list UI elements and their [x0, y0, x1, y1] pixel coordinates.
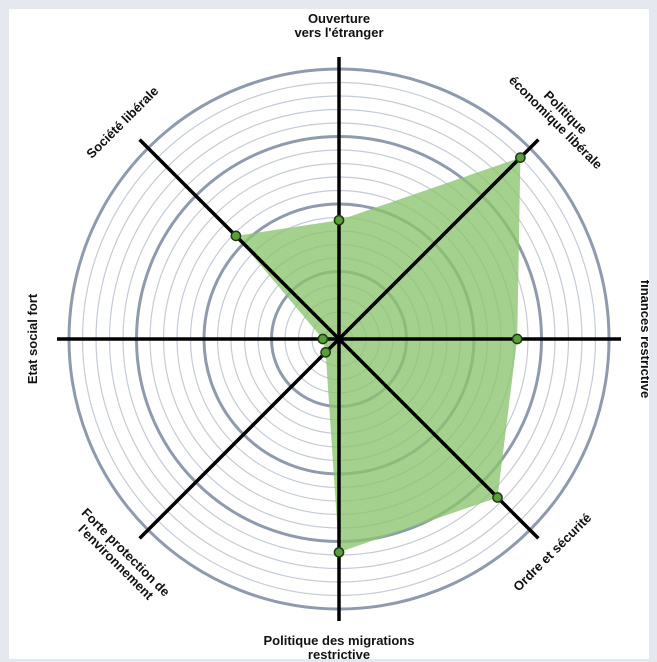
data-area: [235, 157, 521, 553]
axis-line-environnement: [138, 337, 341, 540]
data-point-eco_liberale: [515, 152, 526, 163]
data-point-ouverture: [333, 214, 345, 226]
axis-label-finances: Politique desfinances restrictive: [638, 280, 649, 399]
axis-line-ordre: [337, 337, 540, 540]
axis-label-social: Etat social fort: [25, 293, 40, 384]
data-point-societe: [230, 230, 242, 242]
axis-label-text: finances restrictive: [638, 280, 649, 399]
axis-label-text: restrictive: [308, 647, 370, 659]
axis-label-text: Politique des migrations: [264, 633, 415, 648]
axis-line-eco_liberale: [337, 138, 540, 341]
data-point-ordre: [492, 492, 503, 503]
data-point-finances: [511, 333, 523, 345]
data-point-social: [317, 333, 329, 345]
data-point-environnement: [320, 347, 331, 358]
data-point-migrations: [333, 546, 345, 558]
axis-label-text: Ouverture: [308, 11, 370, 26]
axis-label-text: Etat social fort: [25, 293, 40, 384]
axis-label-text: vers l'étranger: [294, 25, 383, 40]
chart-panel: Ouverture vers l'étranger Politique économi…: [9, 9, 649, 659]
